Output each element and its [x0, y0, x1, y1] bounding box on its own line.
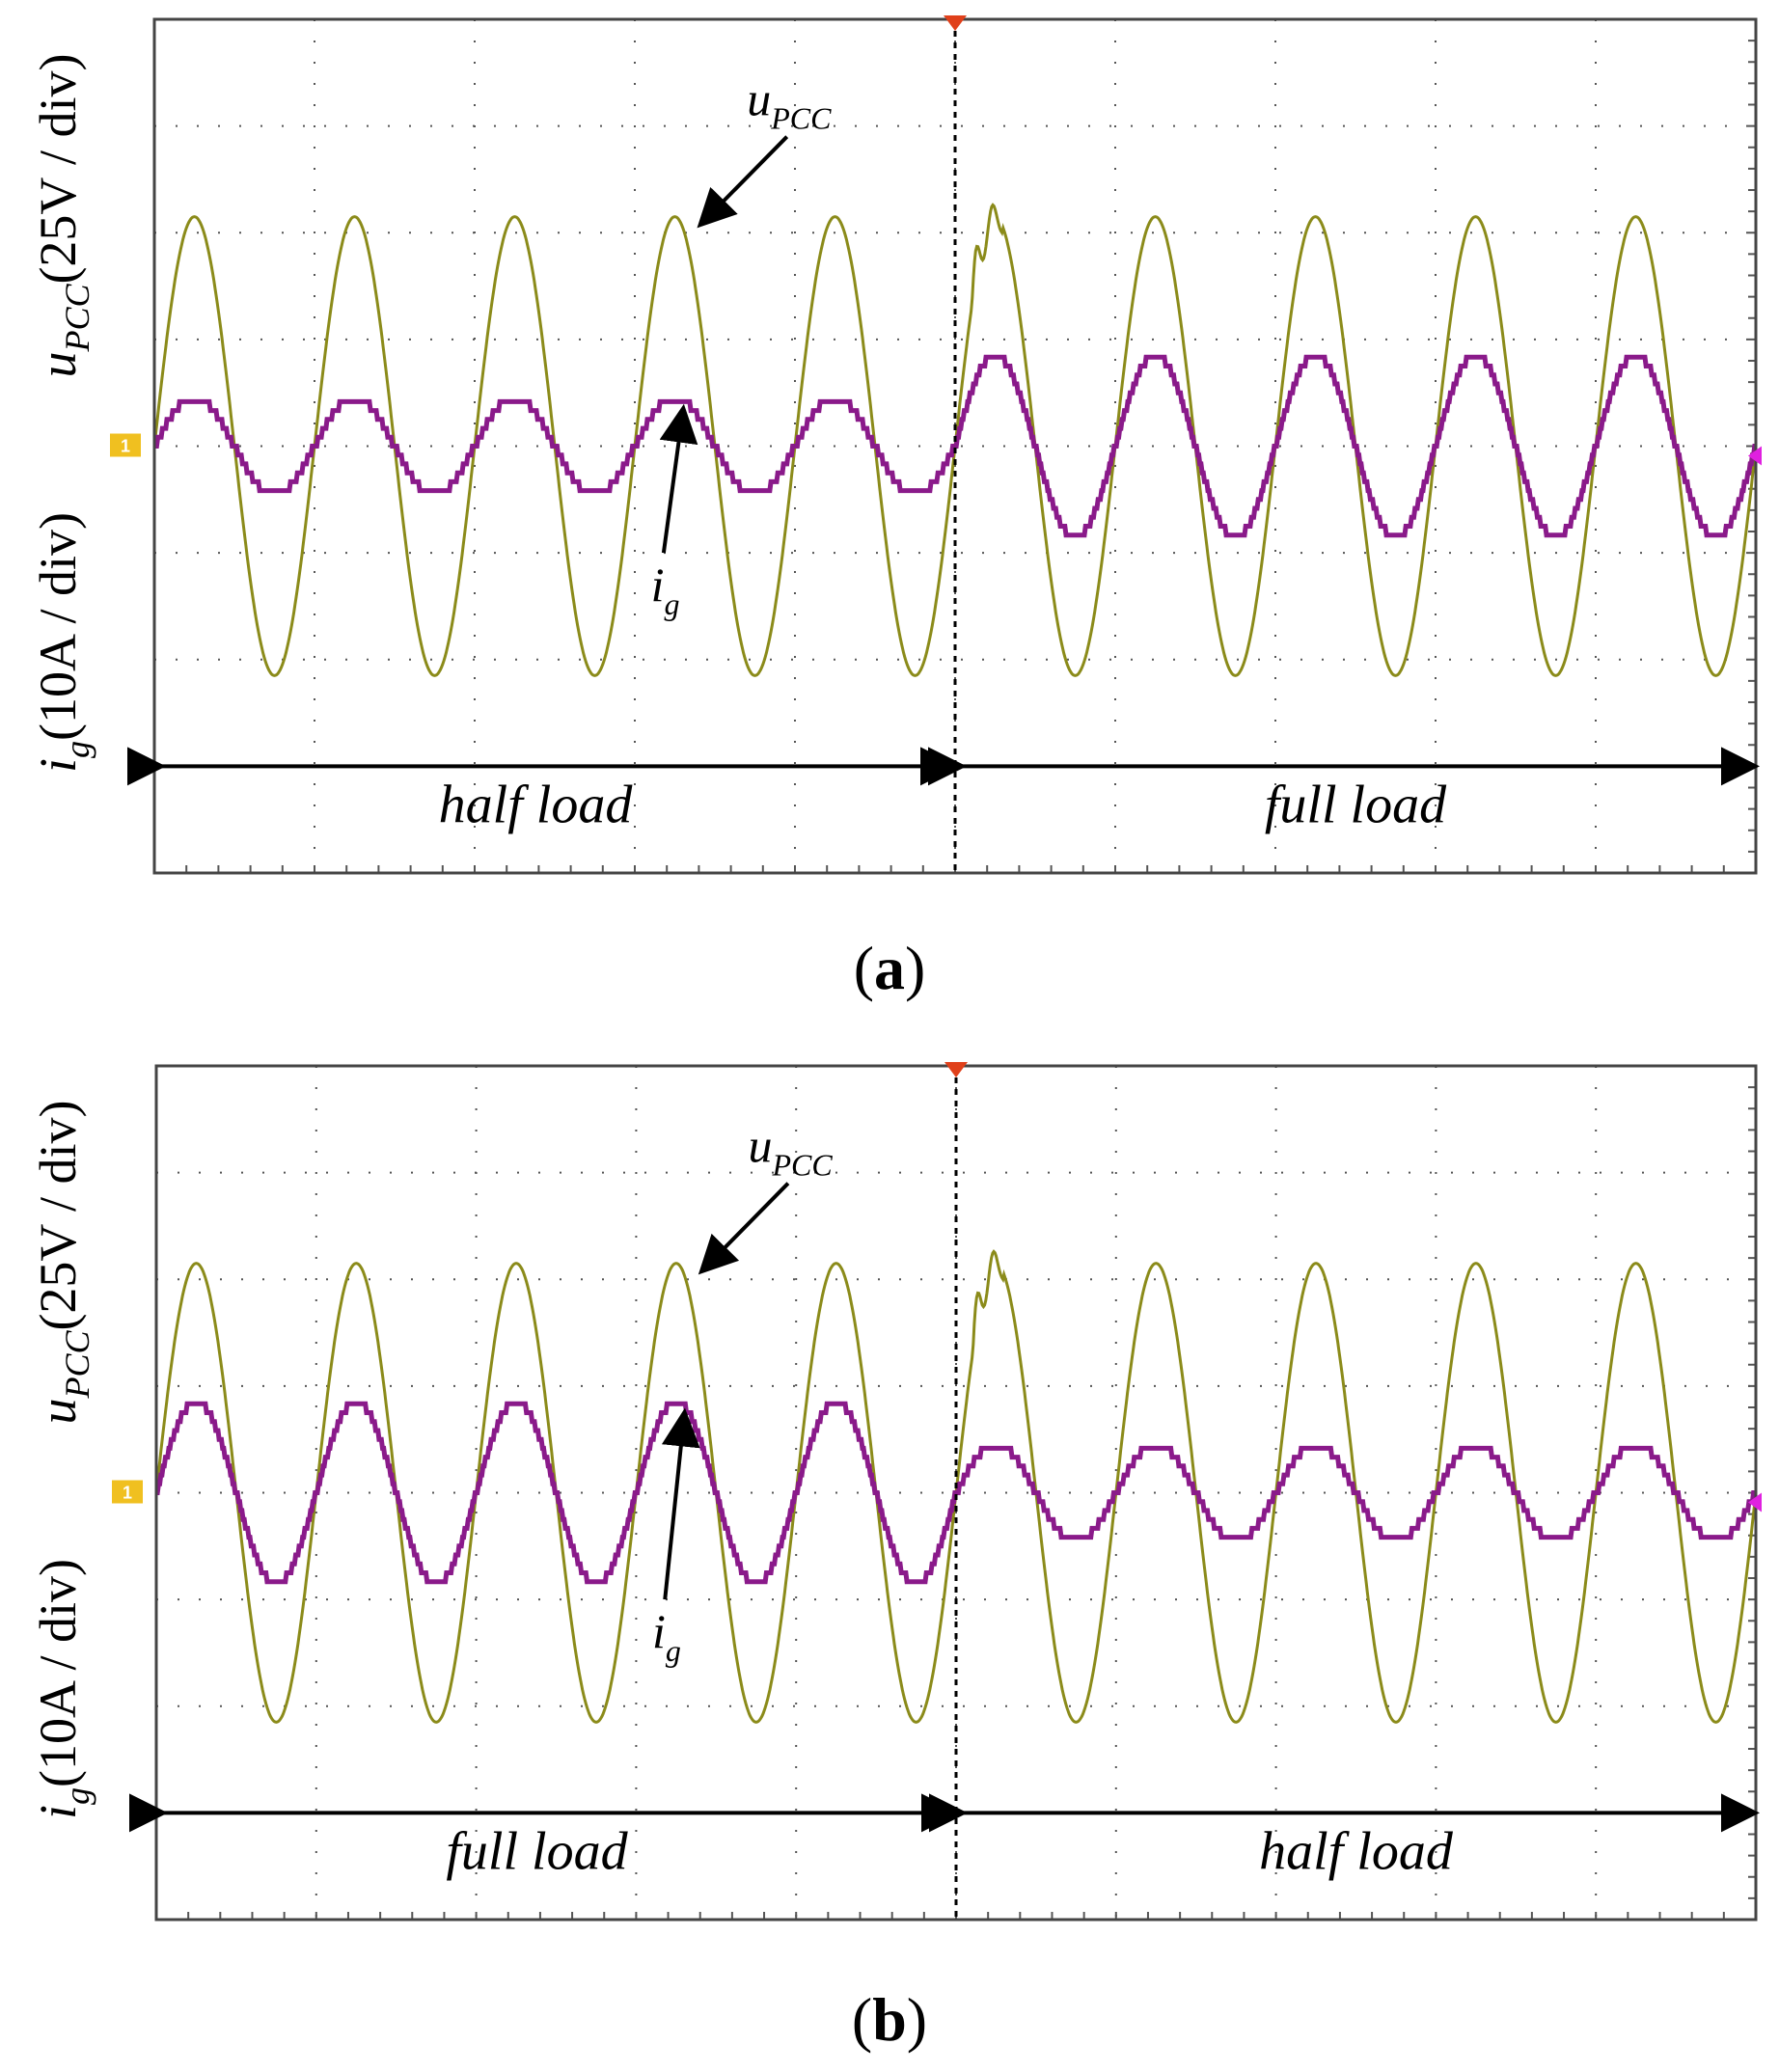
panel-a-ig-end-marker	[1748, 446, 1762, 466]
panel-b-ylabel-top: uPCC(25V / div)	[29, 1101, 96, 1425]
panel-b-label: (b)	[852, 1985, 927, 2054]
panel-b-channel-marker: 1	[112, 1480, 143, 1504]
panel-a-trace-i-g	[153, 354, 1758, 538]
svg-text:uPCC: uPCC	[747, 72, 832, 136]
panel-b: 1 uPCC(25V / div) ig(10A / div) uPCC ig …	[29, 1062, 1762, 2054]
panel-b-annotation-upcc: uPCC	[698, 1119, 833, 1275]
panel-a-ylabel-top: uPCC(25V / div)	[29, 54, 96, 378]
panel-a-traces	[152, 203, 1758, 677]
panel-b-annotation-ig: ig	[652, 1407, 700, 1668]
panel-a-region-label-right: full load	[1265, 775, 1447, 834]
panel-b-ig-end-marker	[1748, 1492, 1762, 1513]
panel-a-ylabel-bottom: ig(10A / div)	[29, 512, 96, 773]
panel-a-channel-marker: 1	[110, 433, 141, 457]
panel-b-trigger-marker	[944, 1062, 968, 1077]
panel-a: 1 uPCC(25V / div) ig(10A / div) uPCC ig …	[29, 15, 1762, 1002]
panel-b-region-label-right: half load	[1259, 1821, 1454, 1881]
svg-text:ig: ig	[651, 558, 680, 621]
svg-text:uPCC: uPCC	[748, 1119, 833, 1183]
panel-b-traces	[154, 1249, 1758, 1724]
panel-a-label: (a)	[854, 934, 926, 1002]
panel-a-trigger-marker	[944, 15, 967, 31]
panel-a-annotation-upcc: uPCC	[697, 72, 832, 229]
panel-b-region-label-left: full load	[446, 1821, 628, 1881]
panel-b-trace-i-g	[154, 1401, 1757, 1585]
panel-a-region-label-left: half load	[439, 775, 634, 834]
panel-b-ylabel-bottom: ig(10A / div)	[29, 1559, 96, 1819]
svg-text:1: 1	[121, 437, 130, 456]
svg-text:ig: ig	[652, 1604, 681, 1668]
svg-text:1: 1	[123, 1484, 132, 1503]
panel-a-annotation-ig: ig	[651, 403, 698, 621]
